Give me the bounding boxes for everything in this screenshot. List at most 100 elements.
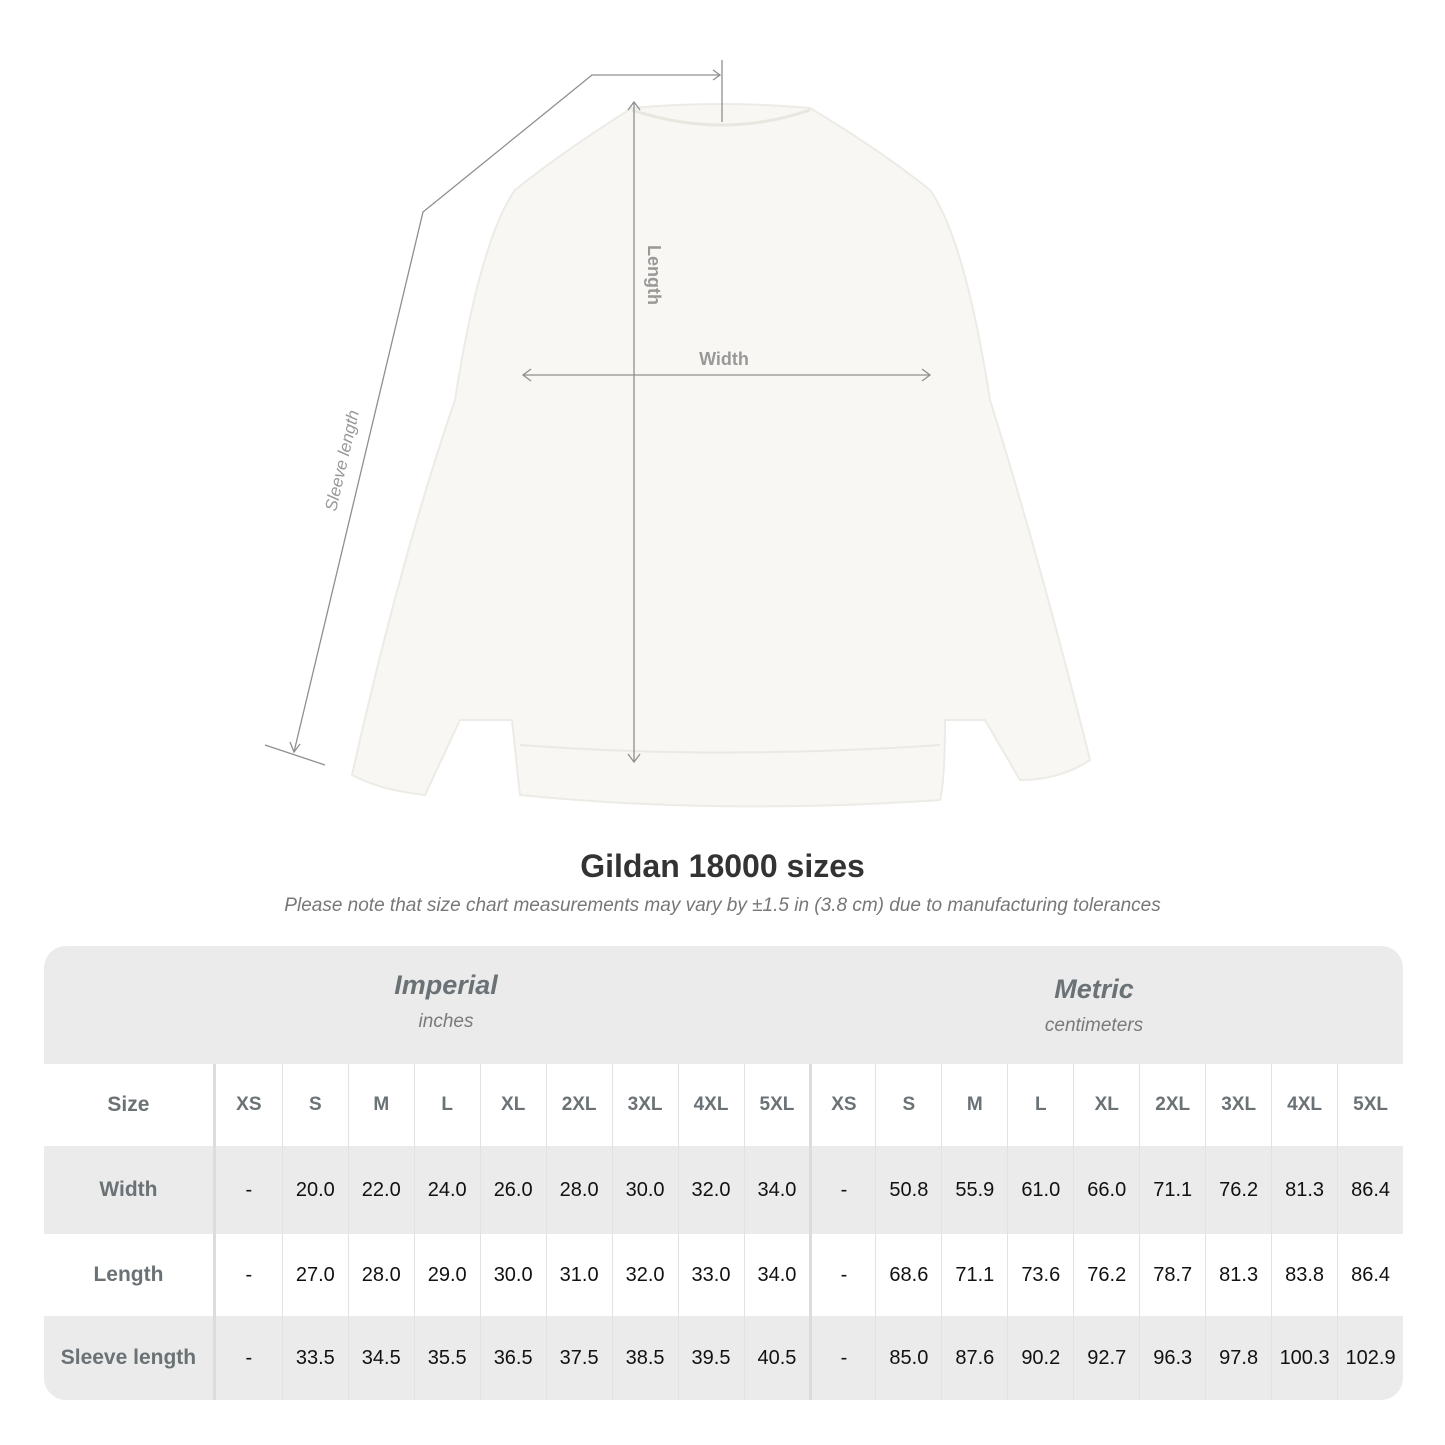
metric-value-cell: 81.3 <box>1271 1146 1337 1234</box>
imperial-value-cell: 29.0 <box>413 1234 480 1316</box>
imperial-value-cell: 40.5 <box>743 1316 810 1400</box>
size-header-cell: 5XL <box>1337 1064 1403 1146</box>
tolerance-note: Please note that size chart measurements… <box>284 895 1161 916</box>
size-header-cell: 2XL <box>545 1064 612 1146</box>
metric-value-cell: 83.8 <box>1271 1234 1337 1316</box>
imperial-value-cell: 34.0 <box>743 1146 810 1234</box>
size-header-cell: L <box>1007 1064 1073 1146</box>
metric-value-cell: 86.4 <box>1337 1146 1403 1234</box>
table-row: Width -20.0 22.0 24.0 26.0 28.0 30.0 32.0 34.0-5… <box>44 1146 1403 1234</box>
sleeve-arrow-bottom <box>289 741 301 754</box>
metric-value-cell: 85.0 <box>875 1316 941 1400</box>
metric-value-cell: 86.4 <box>1337 1234 1403 1316</box>
row-label: Sleeve length <box>44 1316 216 1400</box>
metric-value-cell: 102.9 <box>1337 1316 1403 1400</box>
imperial-value-cell: 32.0 <box>677 1146 744 1234</box>
imperial-value-cell: 34.5 <box>347 1316 414 1400</box>
metric-value-cell: - <box>809 1316 875 1400</box>
metric-value-cell: 97.8 <box>1205 1316 1271 1400</box>
metric-value-cell: 87.6 <box>941 1316 1007 1400</box>
table-row: Length -27.0 28.0 29.0 30.0 31.0 32.0 33.0 34.0-… <box>44 1234 1403 1316</box>
chart-title: Gildan 18000 sizes <box>580 848 865 884</box>
metric-value-cell: 55.9 <box>941 1146 1007 1234</box>
imperial-value-cell: 30.0 <box>479 1234 546 1316</box>
imperial-value-cell: - <box>245 1178 253 1201</box>
metric-value-cell: 90.2 <box>1007 1316 1073 1400</box>
metric-value-cell: 61.0 <box>1007 1146 1073 1234</box>
imperial-value-cell: 33.0 <box>677 1234 744 1316</box>
imperial-value-cell: 32.0 <box>611 1234 678 1316</box>
sweatshirt-illustration: Length Width Sleeve length <box>264 60 1092 808</box>
imperial-value-cell: 39.5 <box>677 1316 744 1400</box>
metric-value-cell: 78.7 <box>1139 1234 1205 1316</box>
sleeve-length-line <box>293 74 720 753</box>
size-header-cell: XL <box>479 1064 546 1146</box>
size-header-cell: S <box>875 1064 941 1146</box>
collar <box>631 108 811 127</box>
metric-value-cell: - <box>809 1234 875 1316</box>
imperial-value-cell: - <box>245 1346 253 1369</box>
size-header-cell: 4XL <box>677 1064 744 1146</box>
imperial-value-cell: - <box>245 1263 253 1286</box>
row-label: Length <box>44 1234 216 1316</box>
imperial-value-cell: 33.5 <box>281 1316 348 1400</box>
imperial-value-cell: 26.0 <box>479 1146 546 1234</box>
metric-value-cell: 76.2 <box>1205 1146 1271 1234</box>
sleeve-length-label: Sleeve length <box>321 408 363 513</box>
metric-value-cell: 81.3 <box>1205 1234 1271 1316</box>
imperial-title: Imperial <box>394 970 498 1000</box>
imperial-value-cell: 31.0 <box>545 1234 612 1316</box>
imperial-value-cell: 27.0 <box>281 1234 348 1316</box>
size-header-cell: S <box>281 1064 348 1146</box>
table-header-band: Imperial inches Metric centimeters <box>44 946 1403 1064</box>
metric-value-cell: 68.6 <box>875 1234 941 1316</box>
sweatshirt-body <box>350 103 1092 808</box>
metric-value-cell: 100.3 <box>1271 1316 1337 1400</box>
size-header-cell: M <box>941 1064 1007 1146</box>
imperial-value-cell: 28.0 <box>347 1234 414 1316</box>
size-header-cell: XL <box>1073 1064 1139 1146</box>
size-header-row: Size XS S M L XL 2XL 3XL 4XL 5XL XS S M L XL 2XL 3XL 4XL 5… <box>44 1064 1403 1146</box>
metric-value-cell: 96.3 <box>1139 1316 1205 1400</box>
metric-title: Metric <box>1054 974 1134 1004</box>
size-header-cell: 3XL <box>1205 1064 1271 1146</box>
imperial-value-cell: 37.5 <box>545 1316 612 1400</box>
metric-unit: centimeters <box>1044 1015 1144 1036</box>
imperial-value-cell: 24.0 <box>413 1146 480 1234</box>
imperial-value-cell: 22.0 <box>347 1146 414 1234</box>
length-label: Length <box>644 245 664 305</box>
metric-value-cell: 76.2 <box>1073 1234 1139 1316</box>
metric-value-cell: 66.0 <box>1073 1146 1139 1234</box>
metric-value-cell: - <box>809 1146 875 1234</box>
imperial-value-cell: 30.0 <box>611 1146 678 1234</box>
metric-header: Metric centimeters <box>864 974 1324 1037</box>
table-row: Sleeve length - 33.5 34.5 35.5 36.5 37.5 38.5 39… <box>44 1316 1403 1400</box>
imperial-value-cell: 36.5 <box>479 1316 546 1400</box>
size-header-cell: 4XL <box>1271 1064 1337 1146</box>
hem-rib <box>519 744 941 754</box>
imperial-value-cell: 34.0 <box>743 1234 810 1316</box>
width-label: Width <box>699 349 749 369</box>
metric-value-cell: 50.8 <box>875 1146 941 1234</box>
sleeve-arrow-top <box>712 69 722 81</box>
imperial-unit: inches <box>418 1011 474 1032</box>
metric-value-cell: 71.1 <box>1139 1146 1205 1234</box>
size-header-cell: L <box>413 1064 480 1146</box>
size-header-cell: 5XL <box>743 1064 810 1146</box>
size-header-cell: M <box>347 1064 414 1146</box>
metric-value-cell: 73.6 <box>1007 1234 1073 1316</box>
metric-value-cell: 71.1 <box>941 1234 1007 1316</box>
metric-value-cell: 92.7 <box>1073 1316 1139 1400</box>
imperial-value-cell: 28.0 <box>545 1146 612 1234</box>
size-header-cell: 2XL <box>1139 1064 1205 1146</box>
row-label: Size <box>44 1064 216 1146</box>
imperial-value-cell: 38.5 <box>611 1316 678 1400</box>
imperial-value-cell: 20.0 <box>281 1146 348 1234</box>
size-table: Imperial inches Metric centimeters Size X… <box>44 946 1403 1400</box>
size-header-cell: XS <box>809 1064 875 1146</box>
size-header-cell: 3XL <box>611 1064 678 1146</box>
size-header-cell: XS <box>236 1094 262 1115</box>
imperial-value-cell: 35.5 <box>413 1316 480 1400</box>
row-label: Width <box>44 1146 216 1234</box>
imperial-header: Imperial inches <box>216 970 676 1033</box>
